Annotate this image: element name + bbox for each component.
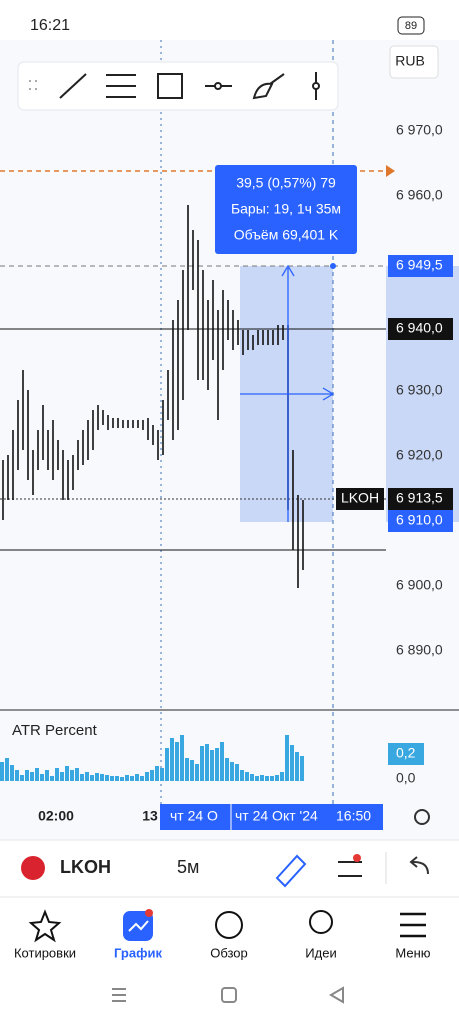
undo-icon[interactable] — [409, 856, 429, 875]
price-label: 6 920,0 — [396, 447, 443, 463]
indicator-value-tag — [388, 743, 424, 765]
line-price: 6 940,0 — [396, 320, 443, 336]
line-price-tag — [388, 318, 453, 340]
system-recents[interactable] — [112, 988, 126, 1002]
time-cursor — [160, 804, 383, 830]
instrument-logo — [21, 856, 45, 880]
price-label: 6 930,0 — [396, 382, 443, 398]
last-price: 6 913,5 — [396, 490, 443, 506]
indicator-zero: 0,0 — [396, 770, 416, 786]
status-time: 16:21 — [30, 17, 70, 34]
cursor-date: чт 24 Окт '24 — [235, 808, 318, 824]
toolbar-icons — [29, 72, 320, 100]
price-label: 6 970,0 — [396, 122, 443, 138]
nav-label[interactable]: График — [114, 945, 162, 960]
settings-gear[interactable] — [414, 809, 430, 825]
badge — [353, 854, 361, 862]
nav-icon[interactable] — [215, 911, 243, 939]
nav-label[interactable]: Меню — [395, 945, 430, 960]
price-label: 6 890,0 — [396, 642, 443, 658]
drawing-toolbar — [17, 61, 339, 111]
range-low-tag — [388, 510, 453, 532]
measure-tooltip — [215, 165, 357, 254]
ticker-label: LKOH — [341, 490, 379, 506]
indicators-icon[interactable] — [338, 861, 362, 877]
tool-fib[interactable] — [106, 74, 136, 98]
measure-arrows — [240, 264, 335, 522]
last-price-tag — [388, 488, 453, 510]
indicator-name: ATR Percent — [12, 722, 98, 739]
ticker-tag — [336, 488, 384, 510]
measure-volume: Объём 69,401 K — [234, 227, 339, 243]
candles — [2, 205, 304, 588]
battery-level: 89 — [405, 20, 417, 32]
tool-trendline[interactable] — [59, 73, 87, 99]
currency-button[interactable] — [389, 45, 439, 79]
indicator-value: 0,2 — [396, 745, 416, 761]
nav-label[interactable]: Обзор — [210, 945, 248, 960]
price-label: 6 960,0 — [396, 187, 443, 203]
nav-icon[interactable] — [400, 912, 426, 938]
system-home[interactable] — [221, 987, 237, 1003]
nav-icon-glyph — [128, 920, 149, 932]
measure-axis-range — [386, 266, 459, 522]
battery — [397, 16, 425, 35]
measure-change: 39,5 (0,57%) 79 — [236, 175, 336, 191]
cursor-price-tag — [388, 255, 453, 277]
nav-icon[interactable] — [309, 910, 333, 934]
system-back[interactable] — [329, 986, 344, 1004]
cursor-price: 6 949,5 — [396, 257, 443, 273]
ruler-icon[interactable] — [275, 854, 307, 888]
time-label: 02:00 — [38, 808, 74, 824]
currency: RUB — [395, 53, 425, 69]
nav-icon[interactable] — [28, 909, 62, 943]
cursor-dot — [330, 263, 336, 269]
badge — [145, 909, 153, 917]
tool-brush[interactable] — [252, 73, 285, 100]
instrument-ticker[interactable]: LKOH — [60, 857, 111, 877]
nav-label[interactable]: Идеи — [305, 945, 336, 960]
measure-bars: Бары: 19, 1ч 35м — [231, 201, 341, 217]
alert-arrow — [386, 165, 395, 177]
time-label: 13 — [142, 808, 158, 824]
interval[interactable]: 5м — [177, 857, 199, 877]
range-low: 6 910,0 — [396, 512, 443, 528]
cursor-start: чт 24 О — [170, 808, 218, 824]
cursor-time: 16:50 — [336, 808, 371, 824]
atr-bars — [0, 735, 304, 781]
nav-label[interactable]: Котировки — [14, 945, 76, 960]
price-label: 6 900,0 — [396, 577, 443, 593]
tool-rect[interactable] — [157, 73, 183, 99]
